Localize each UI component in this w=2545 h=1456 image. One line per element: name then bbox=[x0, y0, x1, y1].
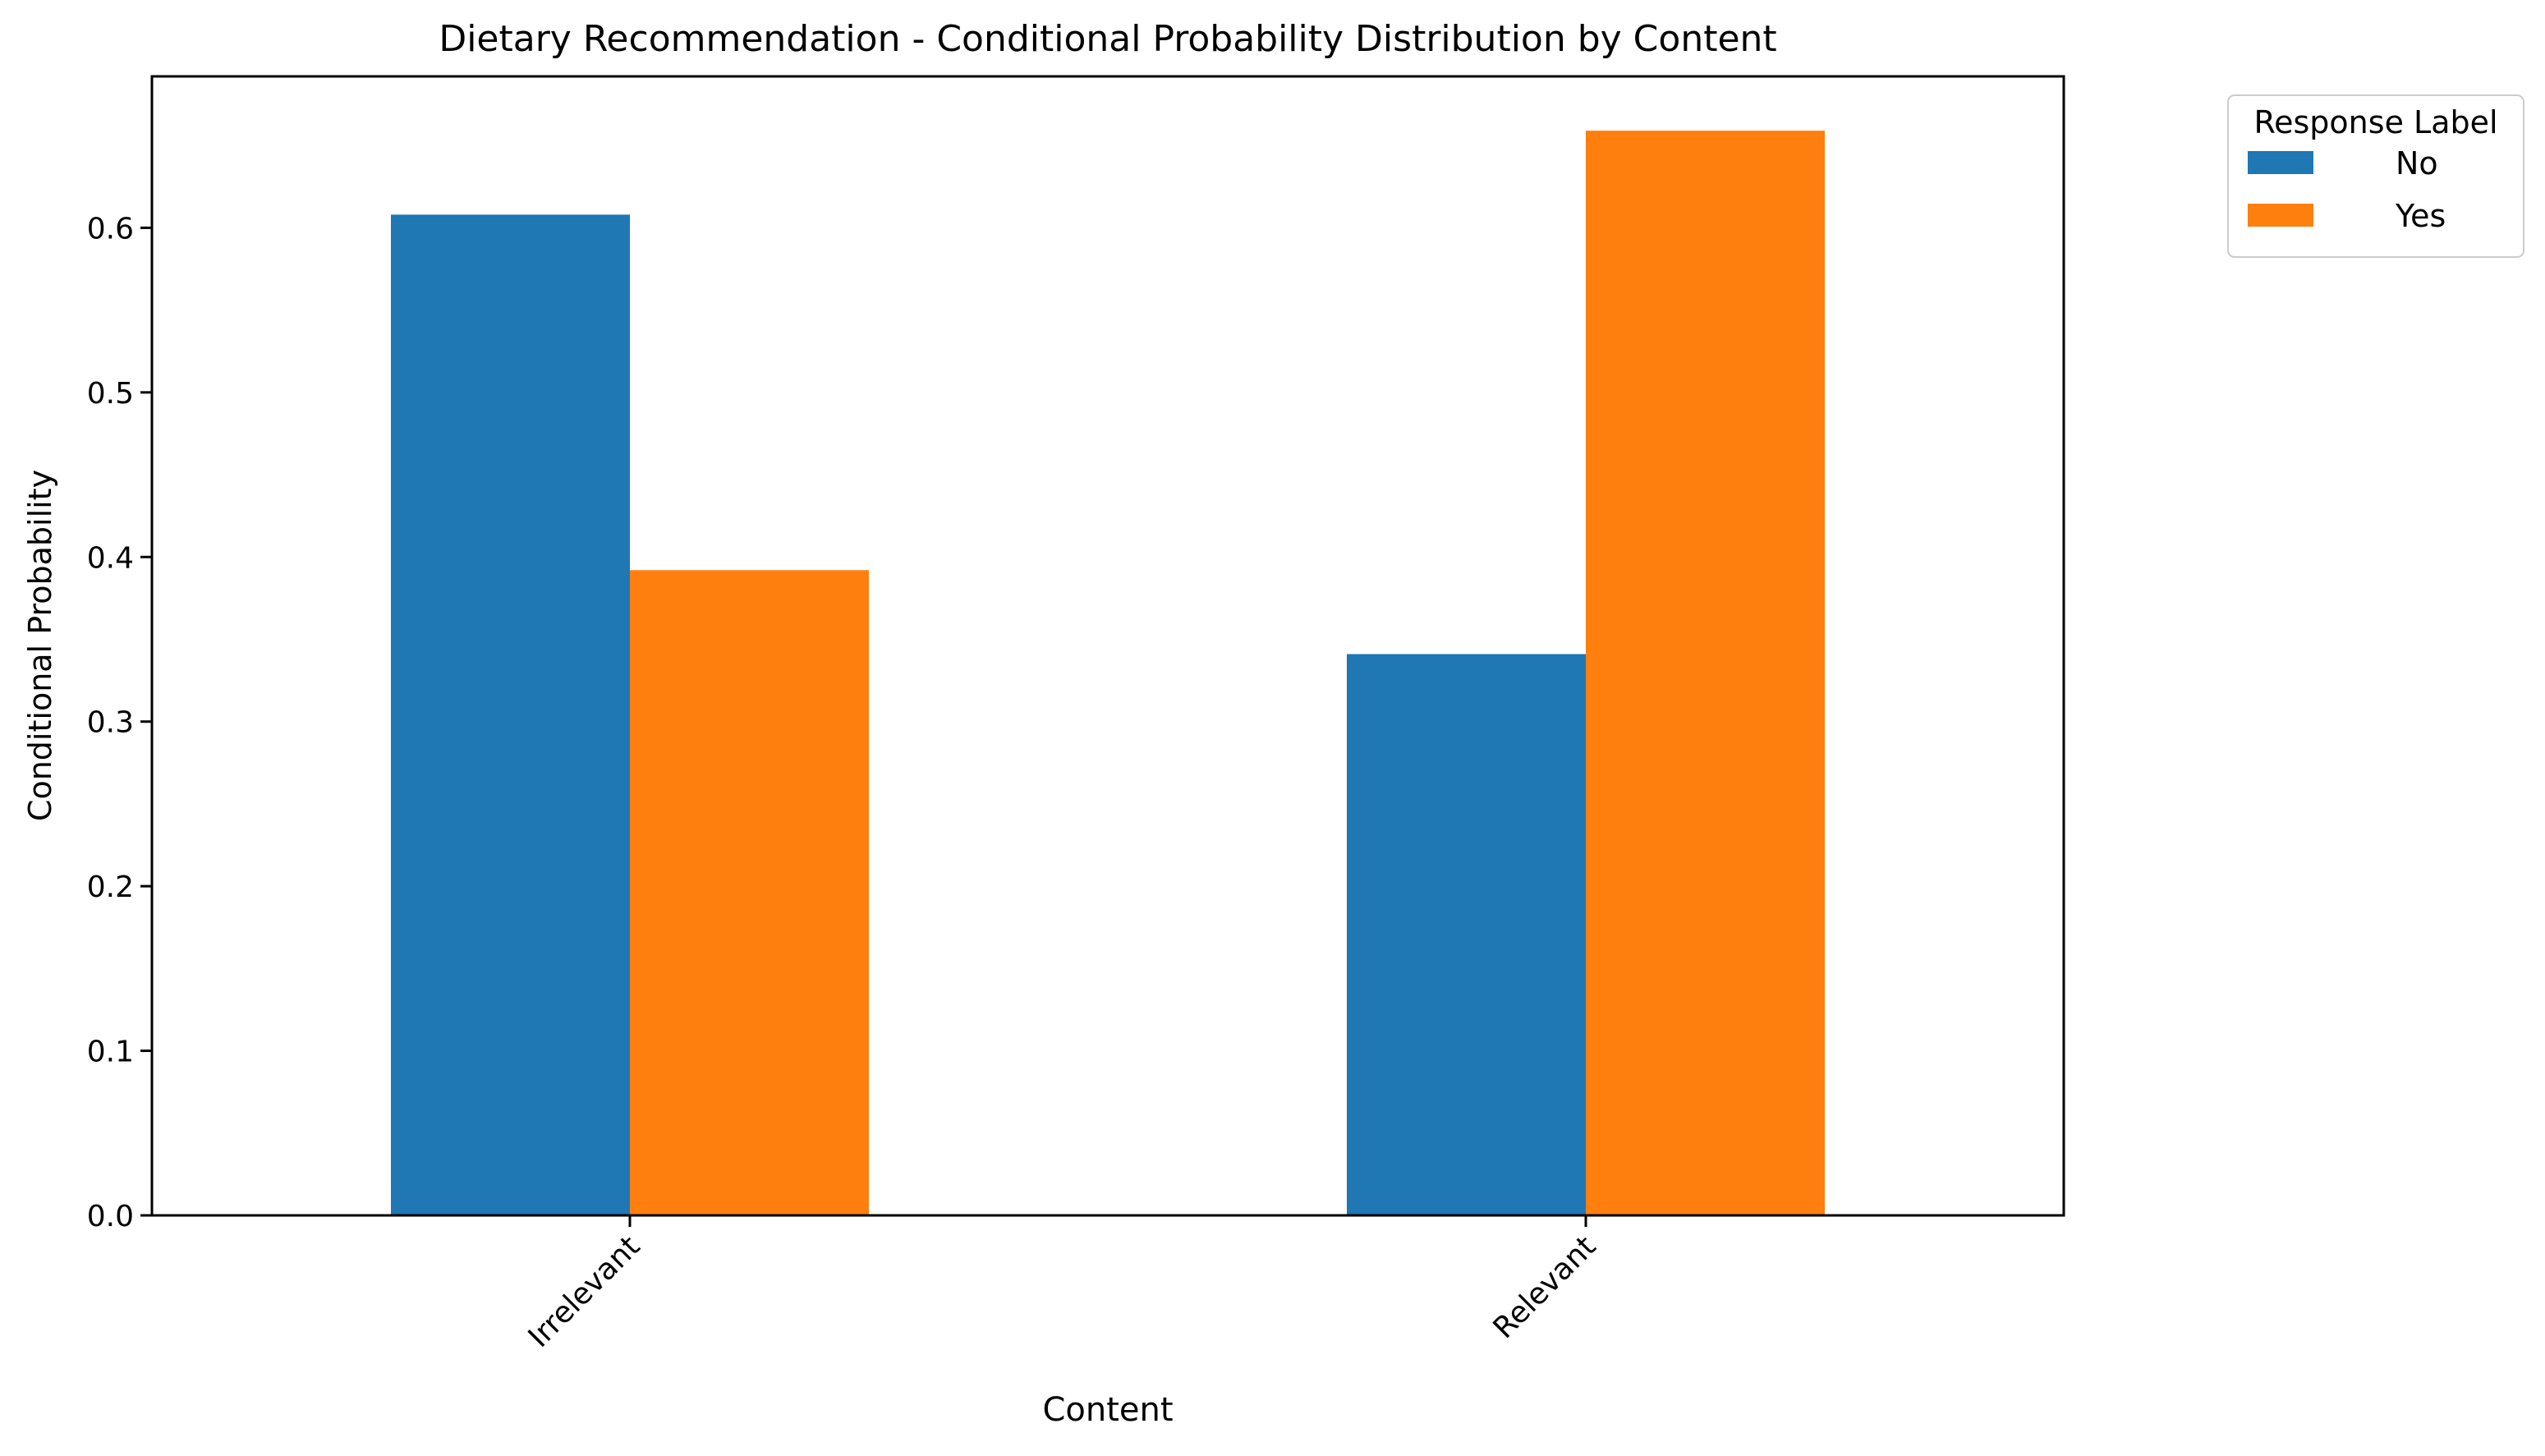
legend-label-no: No bbox=[2396, 145, 2438, 181]
y-axis-label: Conditional Probability bbox=[22, 470, 58, 821]
bar-no-irrelevant bbox=[391, 214, 630, 1216]
plot-frame bbox=[150, 75, 2065, 1217]
x-axis: Irrelevant Relevant bbox=[522, 1215, 1603, 1354]
legend-swatch-no bbox=[2248, 151, 2313, 174]
x-tick-label: Irrelevant bbox=[522, 1229, 647, 1354]
plot-area bbox=[391, 131, 1825, 1216]
y-axis: 0.0 0.1 0.2 0.3 0.4 0.5 0.6 bbox=[87, 212, 152, 1233]
x-tick-label: Relevant bbox=[1487, 1229, 1603, 1345]
bar-no-relevant bbox=[1347, 654, 1586, 1215]
y-tick-label: 0.3 bbox=[87, 706, 134, 740]
bar-yes-relevant bbox=[1586, 131, 1825, 1215]
y-tick-label: 0.1 bbox=[87, 1036, 134, 1069]
y-tick-label: 0.6 bbox=[87, 212, 134, 246]
y-tick-label: 0.2 bbox=[87, 870, 134, 904]
y-tick-label: 0.4 bbox=[87, 541, 134, 575]
legend-label-yes: Yes bbox=[2395, 198, 2446, 234]
bar-yes-irrelevant bbox=[630, 570, 869, 1215]
legend-title: Response Label bbox=[2253, 104, 2497, 140]
y-tick-label: 0.0 bbox=[87, 1200, 134, 1233]
legend: Response Label No Yes bbox=[2227, 94, 2524, 258]
chart-title: Dietary Recommendation - Conditional Pro… bbox=[439, 18, 1776, 60]
y-tick-label: 0.5 bbox=[87, 377, 134, 411]
x-axis-label: Content bbox=[1042, 1391, 1173, 1429]
legend-swatch-yes bbox=[2248, 204, 2313, 227]
